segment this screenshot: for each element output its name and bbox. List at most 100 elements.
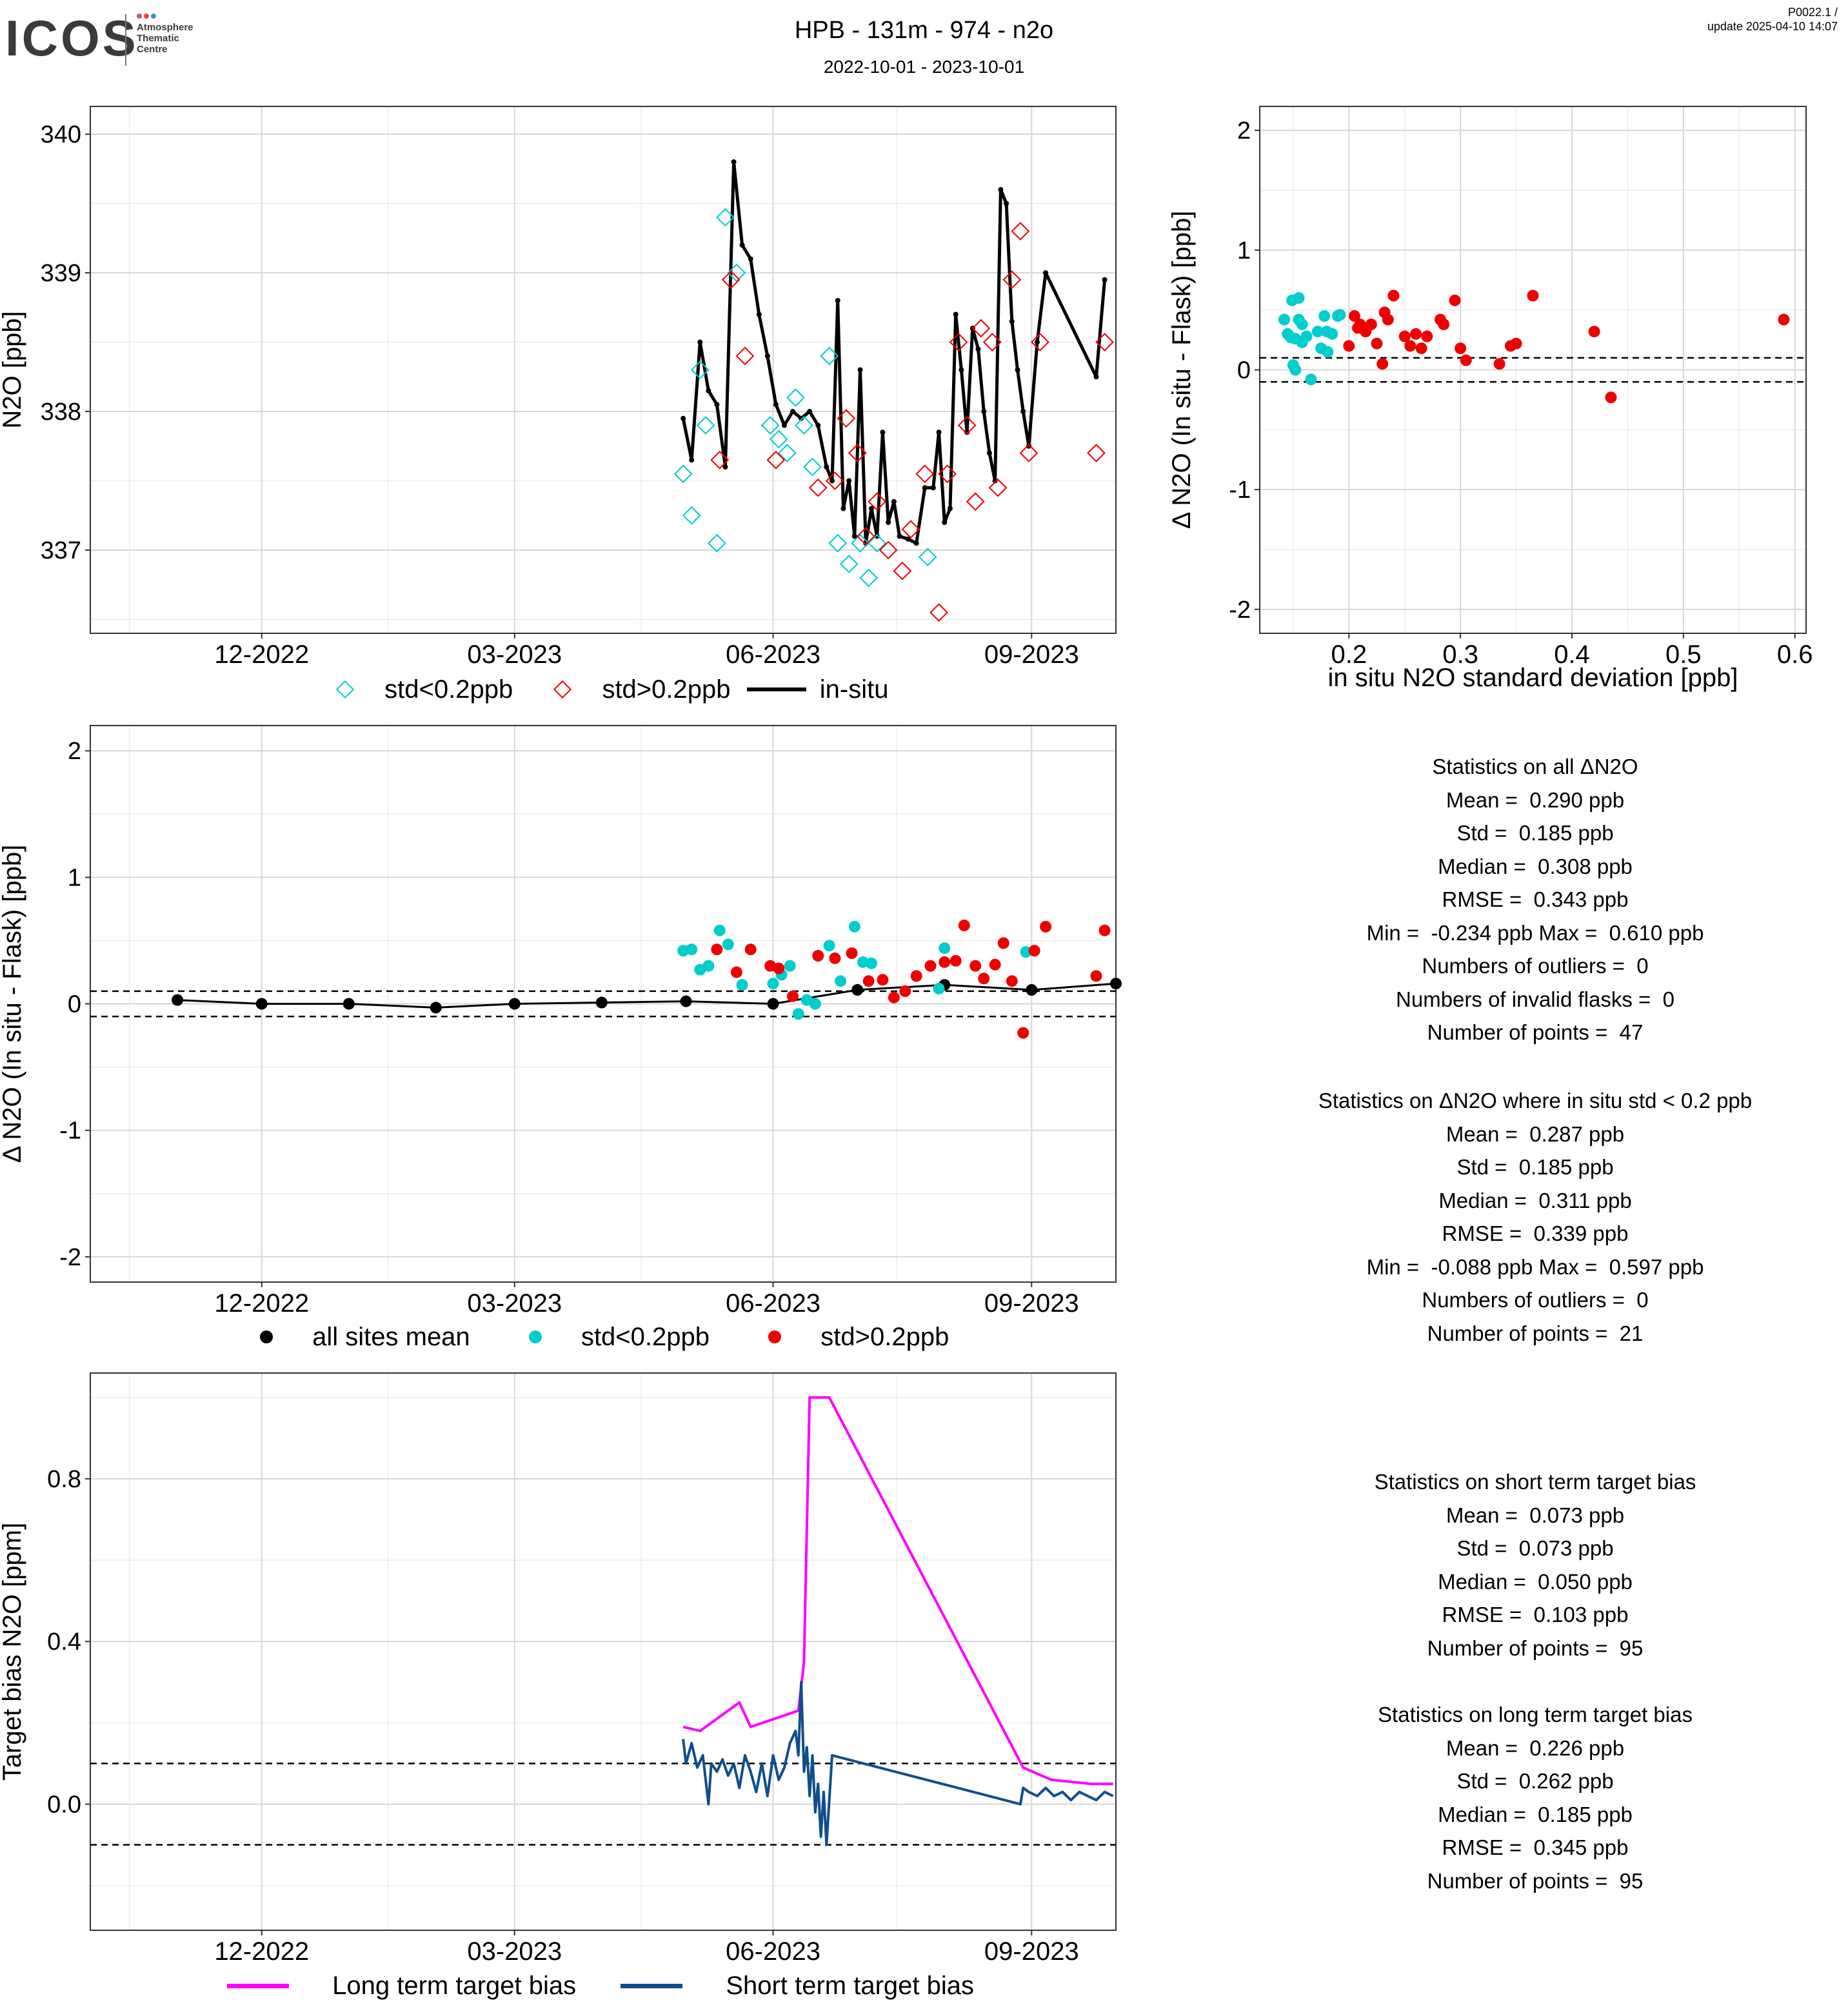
x-tick-label: 06-2023 xyxy=(726,1937,820,1966)
y-axis-title: Target bias N2O [ppm] xyxy=(0,1523,26,1781)
series-point xyxy=(807,409,813,414)
series-point xyxy=(986,450,992,456)
series-point xyxy=(1028,945,1040,957)
stats-line: Numbers of invalid flasks = 0 xyxy=(1396,987,1674,1011)
series-point xyxy=(1305,373,1317,386)
series-point xyxy=(508,998,521,1010)
x-tick-label: 12-2022 xyxy=(214,640,309,669)
series-point xyxy=(1493,358,1505,370)
series-line xyxy=(681,160,1107,545)
series-point xyxy=(756,311,762,317)
series-point xyxy=(869,506,875,511)
series-point xyxy=(1421,330,1433,342)
x-tick-label: 0.3 xyxy=(1442,640,1478,669)
series-point xyxy=(1404,340,1416,352)
x-tick-label: 03-2023 xyxy=(467,1937,562,1966)
stats-line: Mean = 0.226 ppb xyxy=(1446,1735,1625,1760)
series-point xyxy=(868,492,887,511)
stats-line: Median = 0.311 ppb xyxy=(1438,1188,1632,1212)
series-point xyxy=(958,919,970,931)
series-point xyxy=(820,346,839,366)
logo-dots xyxy=(137,10,158,22)
series-point xyxy=(938,464,957,484)
legend-label: Short term target bias xyxy=(726,1972,974,2001)
series-point xyxy=(891,499,897,504)
y-tick-label: 0.0 xyxy=(47,1791,81,1818)
series-point xyxy=(1009,319,1015,324)
series-point xyxy=(862,975,875,987)
series-point xyxy=(1460,354,1472,366)
chart-timeseries: 337 338 339 340 12-2022 03-2023 06-2023 09-2023… xyxy=(0,106,1117,669)
chart-scatter_std: -2 -1 0 1 2 0.2 0.3 0.4 0.5 0.6 Δ N2O (In situ - F… xyxy=(1167,106,1813,692)
series-point xyxy=(1449,294,1461,306)
series-point xyxy=(922,485,928,491)
series-point xyxy=(731,159,737,164)
series-point xyxy=(1387,290,1400,302)
series-point xyxy=(1398,330,1411,342)
x-tick-label: 12-2022 xyxy=(214,1289,309,1318)
series-point xyxy=(846,478,852,484)
x-tick-label: 09-2023 xyxy=(984,1289,1079,1318)
series-point xyxy=(981,409,987,414)
series-line xyxy=(682,1681,1114,1846)
series-point xyxy=(868,533,887,553)
series-point xyxy=(773,962,785,974)
series-point xyxy=(971,319,991,338)
series-point xyxy=(1090,970,1102,982)
y-tick-label: 0.8 xyxy=(47,1466,81,1493)
series-point xyxy=(1334,309,1346,321)
series-point xyxy=(1455,342,1467,355)
series-point xyxy=(857,367,863,373)
series-point xyxy=(781,422,787,428)
series-point xyxy=(856,527,875,546)
chart-delta_timeseries: -2 -1 0 1 2 12-2022 03-2023 06-2023 09-2023 Δ N2O… xyxy=(0,725,1122,1318)
series-point xyxy=(825,471,844,490)
series-point xyxy=(1098,924,1111,936)
series-point xyxy=(879,540,898,560)
series-point xyxy=(913,540,919,546)
y-tick-label: 1 xyxy=(68,864,81,891)
y-tick-label: -2 xyxy=(59,1244,81,1271)
series-point xyxy=(430,1002,442,1014)
series-point xyxy=(710,450,730,470)
series-point xyxy=(812,949,824,962)
y-tick-label: 340 xyxy=(41,121,81,148)
series-point xyxy=(848,920,860,933)
legend-label: in-situ xyxy=(819,675,889,704)
series-point xyxy=(735,346,755,366)
series-point xyxy=(1296,318,1308,330)
series-point xyxy=(1348,310,1360,322)
y-tick-label: 2 xyxy=(68,738,81,765)
stats-line: Numbers of outliers = 0 xyxy=(1422,954,1649,978)
stats-line: Number of points = 95 xyxy=(1427,1868,1644,1893)
series-point xyxy=(823,940,835,952)
series-point xyxy=(839,555,859,573)
stats-line: Number of points = 47 xyxy=(1427,1020,1644,1044)
series-point xyxy=(936,430,942,435)
red-dot-icon xyxy=(768,1330,782,1344)
series-line xyxy=(177,982,1117,1009)
y-tick-label: 338 xyxy=(41,399,81,426)
stats-line: Std = 0.185 ppb xyxy=(1456,1155,1614,1179)
series-point xyxy=(1030,333,1049,351)
series-point xyxy=(1510,337,1522,350)
stats-line: Min = -0.234 ppb Max = 0.610 ppb xyxy=(1366,920,1704,945)
series-point xyxy=(1371,337,1383,350)
stats-line: Std = 0.262 ppb xyxy=(1456,1769,1614,1793)
x-tick-label: 09-2023 xyxy=(984,1937,1079,1966)
series-point xyxy=(255,998,268,1010)
x-tick-label: 0.6 xyxy=(1777,640,1813,669)
x-tick-label: 0.4 xyxy=(1554,640,1590,669)
series-point xyxy=(1300,330,1313,342)
series-point xyxy=(1093,374,1099,380)
x-tick-label: 09-2023 xyxy=(984,640,1079,669)
series-point xyxy=(1102,277,1108,282)
series-point xyxy=(689,457,695,463)
series-point xyxy=(975,346,981,352)
stats-line: RMSE = 0.343 ppb xyxy=(1442,887,1629,911)
plot-border xyxy=(90,1372,1117,1931)
series-point xyxy=(859,568,879,588)
series-point xyxy=(840,506,846,511)
series-point xyxy=(595,996,608,1009)
